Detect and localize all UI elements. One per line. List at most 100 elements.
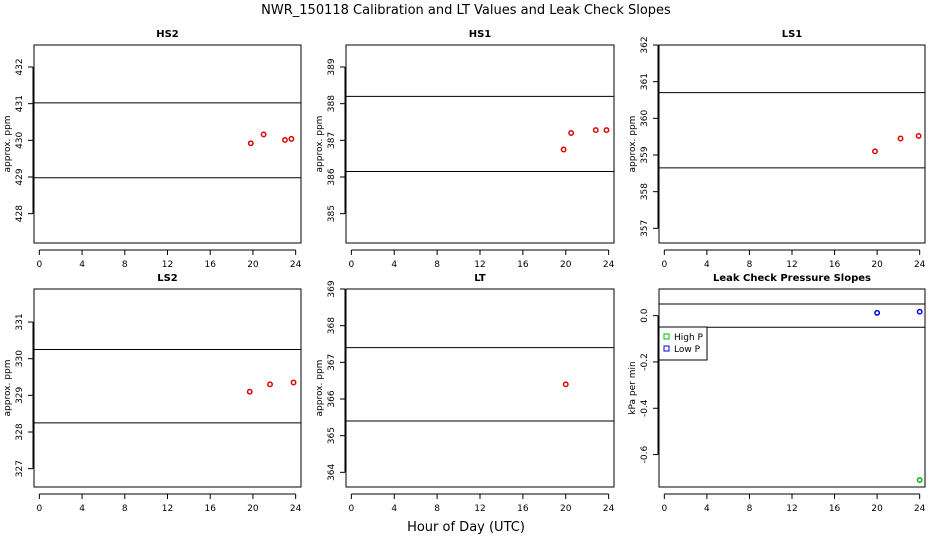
x-tick-label: 8 bbox=[747, 260, 753, 270]
x-tick-label: 16 bbox=[517, 504, 529, 514]
plot-frame bbox=[345, 288, 615, 488]
chart-panels: HS2 0 4 8 12 16 20 24 428 429 430 431 432 approx. ppm… bbox=[3, 29, 926, 514]
y-tick-label: 358 bbox=[640, 183, 650, 200]
panel-title: Leak Check Pressure Slopes bbox=[713, 273, 871, 284]
x-tick-label: 12 bbox=[474, 260, 485, 270]
y-axis-label: approx. ppm bbox=[628, 116, 638, 173]
x-tick-label: 20 bbox=[871, 504, 883, 514]
plot-frame bbox=[658, 44, 926, 244]
plot-frame bbox=[658, 288, 926, 488]
y-tick-label: 387 bbox=[327, 132, 337, 149]
x-tick-label: 8 bbox=[122, 260, 128, 270]
x-tick-label: 24 bbox=[914, 260, 926, 270]
x-tick-label: 8 bbox=[747, 504, 753, 514]
data-point bbox=[915, 132, 922, 139]
x-tick-label: 4 bbox=[79, 260, 85, 270]
y-axis-label: kPa per min bbox=[628, 361, 638, 414]
data-point bbox=[560, 146, 567, 153]
y-tick-label: 367 bbox=[327, 354, 337, 371]
y-axis-label: approx. ppm bbox=[3, 360, 13, 417]
x-tick-label: 20 bbox=[560, 260, 572, 270]
x-tick-label: 8 bbox=[122, 504, 128, 514]
y-tick-label: -0.2 bbox=[640, 353, 650, 371]
data-point bbox=[562, 381, 569, 388]
y-tick-label: 368 bbox=[327, 317, 337, 334]
panel-title: LS1 bbox=[782, 29, 803, 40]
data-point bbox=[568, 130, 575, 136]
x-tick-label: 24 bbox=[290, 504, 302, 514]
x-tick-label: 20 bbox=[560, 504, 572, 514]
data-point bbox=[874, 309, 881, 316]
chart-panel-1: HS1 0 4 8 12 16 20 24 385 386 387 388 389 approx. ppm bbox=[315, 29, 615, 270]
y-tick-label: 329 bbox=[15, 386, 25, 403]
x-tick-label: 12 bbox=[162, 504, 173, 514]
y-tick-label: 328 bbox=[15, 423, 25, 440]
x-tick-label: 16 bbox=[517, 260, 529, 270]
data-point bbox=[872, 148, 878, 155]
x-tick-label: 4 bbox=[79, 504, 85, 514]
data-point bbox=[260, 131, 267, 138]
y-tick-label: 366 bbox=[327, 390, 337, 407]
y-tick-label: 327 bbox=[15, 460, 25, 477]
data-point bbox=[603, 127, 610, 134]
x-tick-label: 0 bbox=[348, 504, 354, 514]
y-tick-label: 429 bbox=[15, 168, 25, 185]
y-tick-label: 428 bbox=[15, 205, 25, 222]
panel-title: LS2 bbox=[157, 273, 178, 284]
y-tick-label: 357 bbox=[640, 220, 650, 237]
y-axis-label: approx. ppm bbox=[315, 360, 325, 417]
y-tick-label: 330 bbox=[15, 350, 25, 367]
y-tick-label: 431 bbox=[15, 95, 25, 112]
legend-swatch bbox=[663, 345, 670, 352]
x-tick-label: 16 bbox=[829, 504, 841, 514]
y-axis-label: approx. ppm bbox=[3, 116, 13, 173]
legend-swatch bbox=[663, 333, 670, 340]
y-tick-label: 331 bbox=[15, 313, 25, 330]
x-tick-label: 0 bbox=[36, 504, 42, 514]
legend-box bbox=[658, 326, 708, 361]
x-tick-label: 0 bbox=[348, 260, 354, 270]
x-tick-label: 4 bbox=[391, 504, 397, 514]
data-point bbox=[246, 388, 253, 395]
data-point bbox=[267, 381, 273, 388]
x-tick-label: 20 bbox=[871, 260, 883, 270]
y-tick-label: 359 bbox=[640, 146, 650, 163]
data-point bbox=[916, 477, 923, 484]
plot-frame bbox=[33, 44, 302, 244]
y-tick-label: 0.0 bbox=[640, 308, 650, 323]
y-tick-label: 365 bbox=[327, 427, 337, 444]
x-tick-label: 24 bbox=[290, 260, 302, 270]
x-tick-label: 20 bbox=[247, 504, 259, 514]
chart-panel-0: HS2 0 4 8 12 16 20 24 428 429 430 431 432 approx. ppm bbox=[3, 29, 302, 270]
x-tick-label: 8 bbox=[434, 260, 440, 270]
y-tick-label: -0.4 bbox=[640, 399, 650, 417]
figure-title: NWR_150118 Calibration and LT Values and… bbox=[261, 3, 671, 18]
y-tick-label: 362 bbox=[640, 36, 650, 53]
panel-title: HS2 bbox=[156, 29, 179, 40]
data-point bbox=[592, 127, 599, 134]
legend-label: Low P bbox=[674, 345, 701, 355]
y-tick-label: 361 bbox=[640, 73, 650, 90]
plot-frame bbox=[345, 44, 615, 244]
data-point bbox=[247, 140, 254, 147]
x-tick-label: 12 bbox=[162, 260, 173, 270]
y-tick-label: -0.6 bbox=[640, 446, 650, 464]
y-tick-label: 389 bbox=[327, 58, 337, 75]
x-tick-label: 4 bbox=[391, 260, 397, 270]
y-tick-label: 430 bbox=[15, 131, 25, 148]
figure-x-axis-label: Hour of Day (UTC) bbox=[407, 520, 525, 535]
x-tick-label: 4 bbox=[704, 504, 710, 514]
y-tick-label: 364 bbox=[327, 463, 337, 480]
y-tick-label: 386 bbox=[327, 168, 337, 185]
x-tick-label: 0 bbox=[661, 260, 667, 270]
chart-panel-2: LS1 0 4 8 12 16 20 24 357 358 359 360 361 362 approx. … bbox=[628, 29, 926, 270]
x-tick-label: 0 bbox=[36, 260, 42, 270]
x-tick-label: 4 bbox=[704, 260, 710, 270]
chart-panel-3: LS2 0 4 8 12 16 20 24 327 328 329 330 331 approx. ppm bbox=[3, 273, 302, 514]
data-point bbox=[290, 379, 297, 386]
x-tick-label: 24 bbox=[603, 260, 615, 270]
x-tick-label: 16 bbox=[204, 504, 216, 514]
x-tick-label: 20 bbox=[247, 260, 259, 270]
data-point bbox=[282, 137, 288, 143]
